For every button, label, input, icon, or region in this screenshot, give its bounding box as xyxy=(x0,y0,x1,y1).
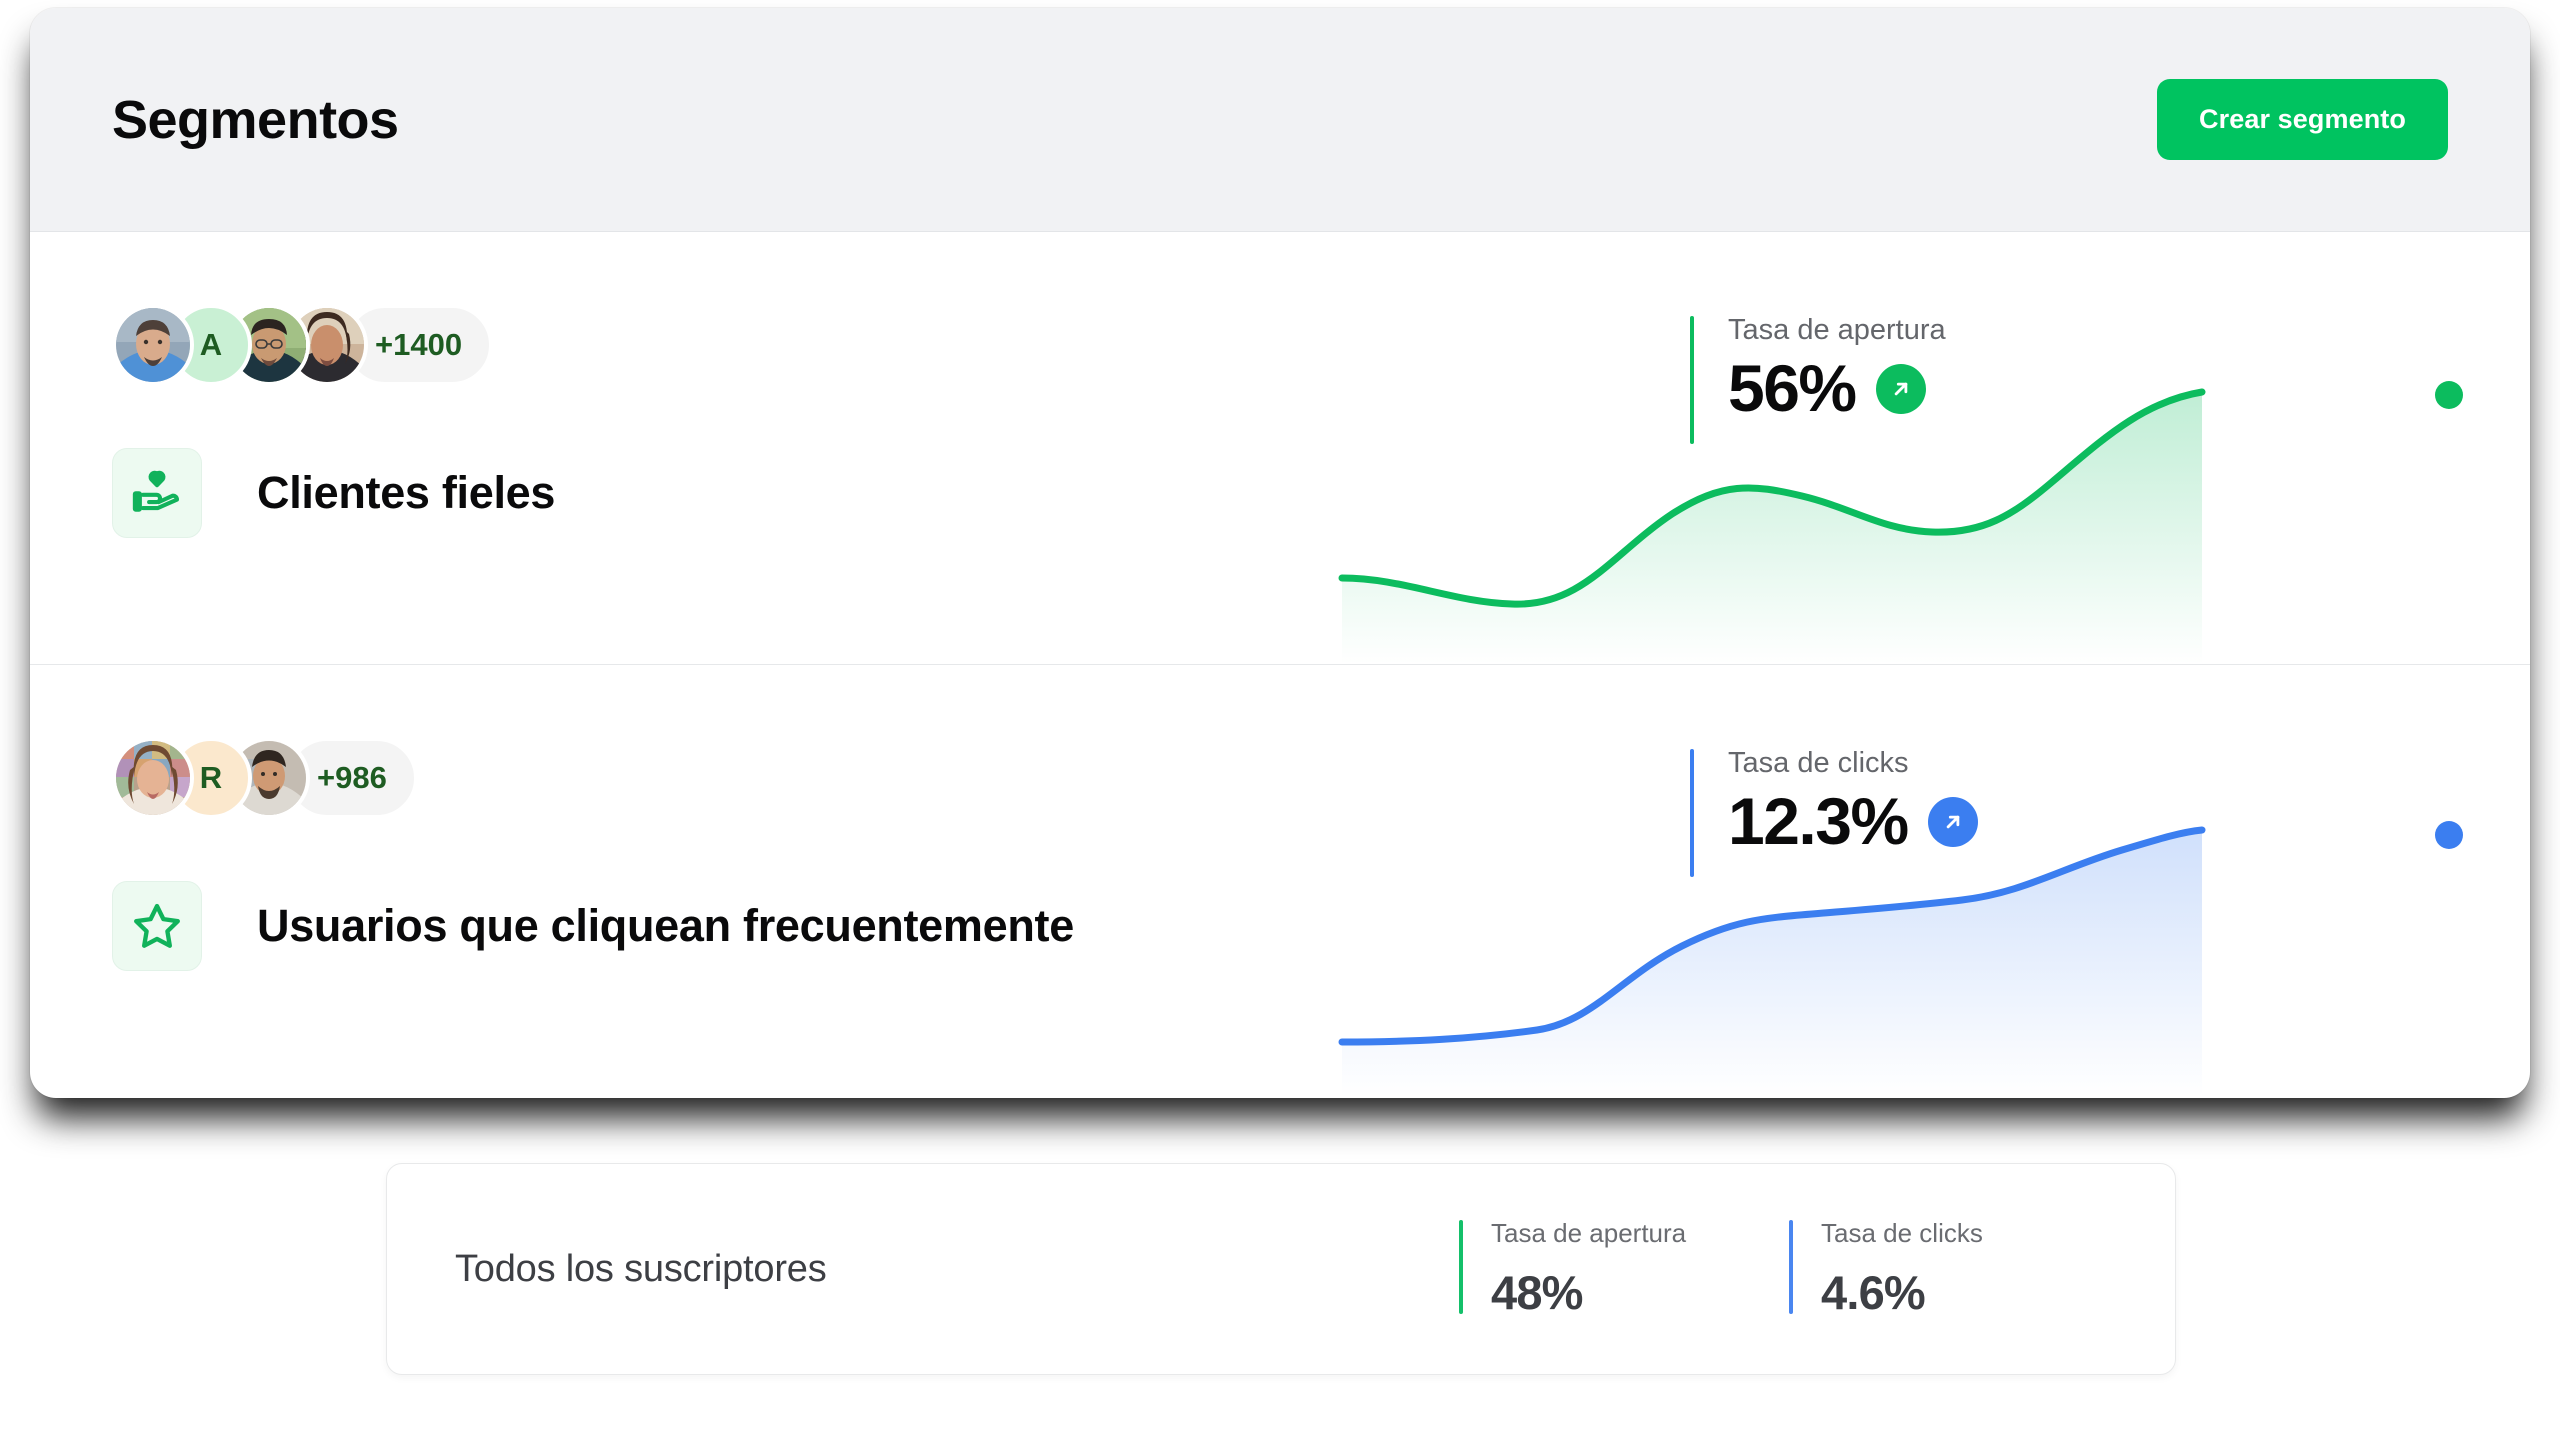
hand-heart-icon xyxy=(112,448,202,538)
avatar xyxy=(112,737,194,819)
metric-accent-bar xyxy=(1690,316,1694,444)
segment-row[interactable]: A xyxy=(30,232,2530,664)
card-header: Segmentos Crear segmento xyxy=(30,8,2530,232)
all-subscribers-name: Todos los suscriptores xyxy=(455,1247,827,1290)
page-title: Segmentos xyxy=(112,89,399,150)
metric-value: 56% xyxy=(1728,351,1857,426)
segments-card: Segmentos Crear segmento xyxy=(30,8,2530,1098)
metric-block: Tasa de clicks 12.3% xyxy=(1690,745,1978,877)
all-metric-open-rate: Tasa de apertura 48% xyxy=(1459,1218,1789,1320)
segment-info: R +986 xyxy=(30,665,1650,1096)
sparkline-click-rate xyxy=(1342,796,2467,1096)
sparkline-endpoint-dot xyxy=(2435,381,2463,409)
trend-up-icon xyxy=(1875,363,1926,414)
all-subscribers-card[interactable]: Todos los suscriptores Tasa de apertura … xyxy=(386,1163,2176,1375)
avatar xyxy=(112,304,194,386)
segment-metric: Tasa de apertura 56% xyxy=(1650,232,2530,664)
segment-name-wrap: Usuarios que cliquean frecuentemente xyxy=(112,881,1074,971)
avatar-more-count: +986 xyxy=(286,737,418,819)
all-subscribers-metrics: Tasa de apertura 48% Tasa de clicks 4.6% xyxy=(1459,1218,2175,1320)
metric-label: Tasa de apertura xyxy=(1728,314,1946,346)
segment-info: A xyxy=(30,232,1650,664)
avatar-initial-label: A xyxy=(199,327,223,362)
star-icon xyxy=(112,881,202,971)
segment-row[interactable]: R +986 xyxy=(30,664,2530,1096)
avatar-group[interactable]: R +986 xyxy=(112,737,418,819)
metric-accent-bar xyxy=(1690,749,1694,877)
metric-label: Tasa de clicks xyxy=(1728,747,1909,779)
avatar-group[interactable]: A xyxy=(112,304,494,386)
segment-name-wrap: Clientes fieles xyxy=(112,448,555,538)
metric-accent-bar xyxy=(1789,1219,1793,1314)
avatar-initial-label: R xyxy=(199,760,223,795)
metric-block: Tasa de apertura 56% xyxy=(1690,312,1946,444)
metric-value: 4.6% xyxy=(1821,1266,1926,1320)
sparkline-open-rate xyxy=(1342,364,2467,664)
create-segment-button[interactable]: Crear segmento xyxy=(2157,79,2448,160)
avatar xyxy=(228,304,310,386)
segment-name: Clientes fieles xyxy=(257,467,556,518)
segment-metric: Tasa de clicks 12.3% xyxy=(1650,665,2530,1096)
trend-up-icon xyxy=(1927,796,1978,847)
all-metric-click-rate: Tasa de clicks 4.6% xyxy=(1789,1218,2119,1320)
metric-accent-bar xyxy=(1459,1219,1463,1314)
metric-label: Tasa de clicks xyxy=(1821,1217,1983,1248)
metric-value: 12.3% xyxy=(1728,784,1909,859)
sparkline-endpoint-dot xyxy=(2435,821,2463,849)
metric-value: 48% xyxy=(1491,1266,1583,1320)
segment-name: Usuarios que cliquean frecuentemente xyxy=(257,900,1074,951)
metric-label: Tasa de apertura xyxy=(1491,1217,1687,1248)
